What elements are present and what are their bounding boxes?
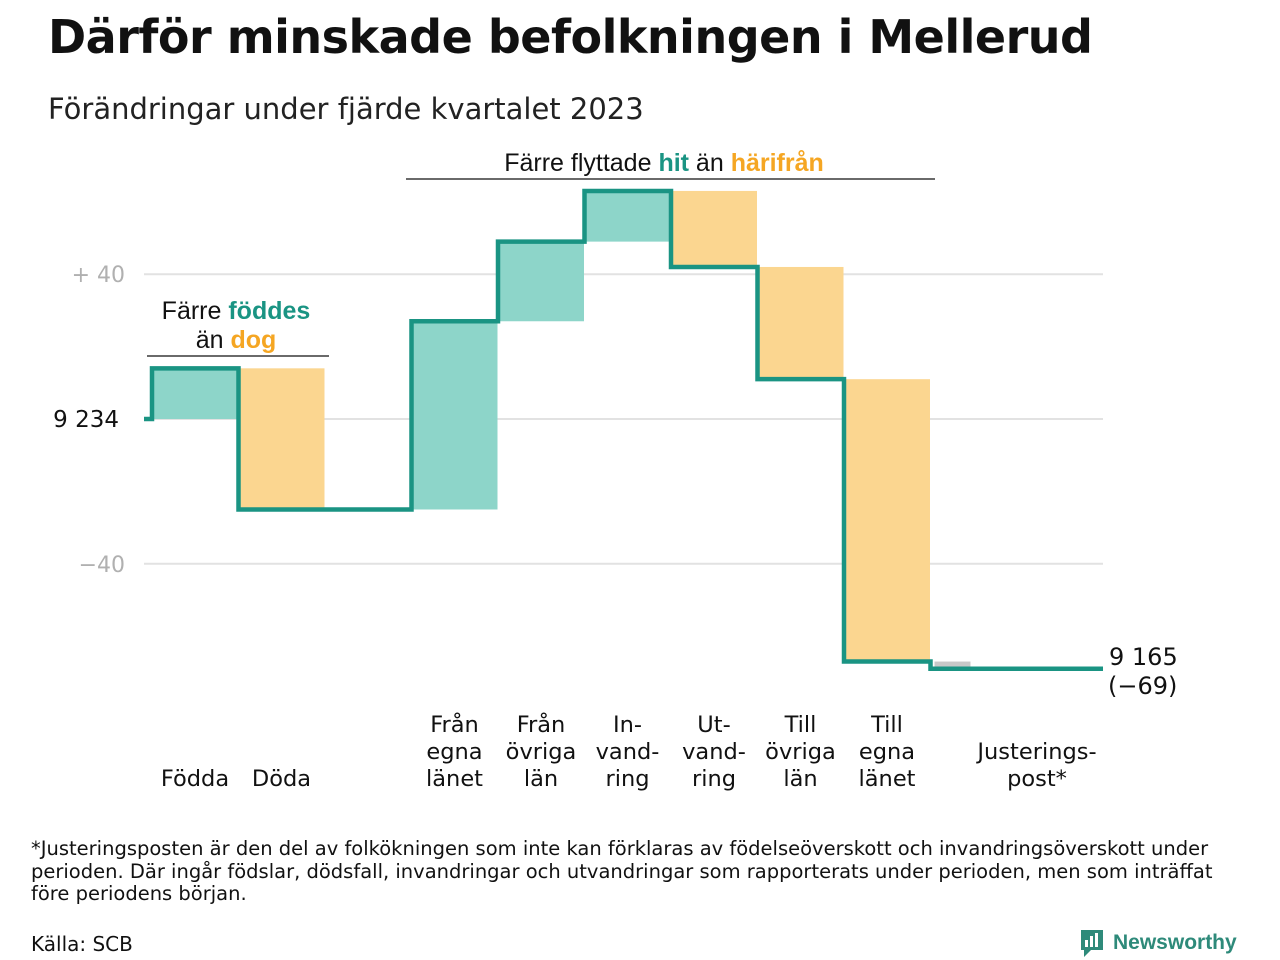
newsworthy-logo-icon <box>1081 930 1103 957</box>
brand-name: Newsworthy <box>1113 931 1237 954</box>
bar-födda <box>152 368 238 419</box>
annotation-moves: Färre flyttade hit än härifrån <box>504 149 824 177</box>
cumulative-step-line <box>144 188 1103 672</box>
bar-från-övriga-län <box>498 241 584 322</box>
label-layer: + 40 −40 9 234 Födda Döda Från egna länet Från öv… <box>53 149 1178 792</box>
bar-ut-vand-ring <box>671 190 757 267</box>
chart-subtitle: Förändringar under fjärde kvartalet 2023 <box>48 92 644 126</box>
category-label: Till övriga län <box>765 712 836 792</box>
waterfall-chart: + 40 −40 9 234 Födda Döda Från egna länet Från öv… <box>53 149 1178 792</box>
category-label: Döda <box>252 766 311 792</box>
category-label: Från egna länet <box>426 710 483 792</box>
annotation-births: Färre föddes än dog <box>162 297 311 354</box>
category-label: Födda <box>161 766 229 792</box>
brand: Newsworthy <box>1079 928 1237 958</box>
chart-title: Därför minskade befolkningen i Mellerud <box>48 10 1093 64</box>
start-value-label: 9 234 <box>53 407 119 433</box>
category-label: Justerings-post* <box>975 739 1096 792</box>
bar-från-egna-länet <box>411 321 498 510</box>
bar-till-övriga-län <box>757 266 844 380</box>
step-line-layer <box>144 188 1103 672</box>
category-label: Till egna länet <box>859 712 916 792</box>
y-tick-label: + 40 <box>72 263 125 288</box>
category-label: In-vand-ring <box>596 712 660 792</box>
source-note: Källa: SCB <box>31 932 133 956</box>
end-value-label: 9 165 <box>1109 643 1178 671</box>
footnote: *Justeringsposten är den del av folkökni… <box>31 837 1213 905</box>
bar-till-egna-länet <box>844 379 930 662</box>
end-change-label: (−69) <box>1108 672 1177 700</box>
bar-layer <box>152 190 971 669</box>
category-label: Från övriga län <box>506 710 577 792</box>
bar-in-vand-ring <box>584 190 671 242</box>
category-label: Ut-vand-ring <box>682 712 746 792</box>
bar-justerings-post <box>934 661 971 669</box>
y-tick-label: −40 <box>79 553 125 578</box>
bar-döda <box>238 368 325 510</box>
